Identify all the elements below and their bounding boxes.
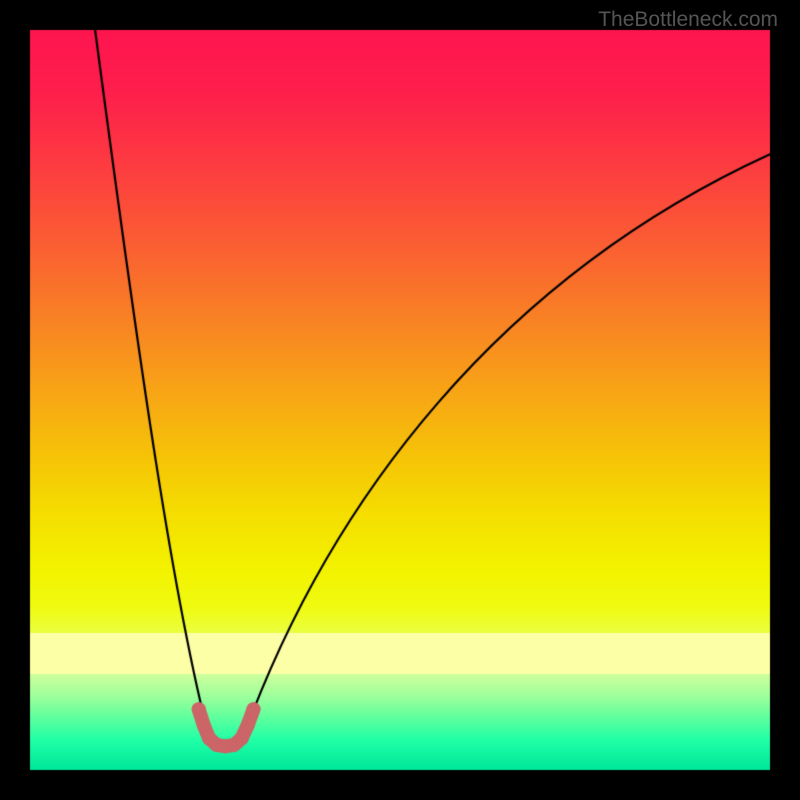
figure-root: TheBottleneck.com	[0, 0, 800, 800]
watermark-text: TheBottleneck.com	[598, 8, 778, 32]
bottleneck-chart-canvas	[0, 0, 800, 800]
